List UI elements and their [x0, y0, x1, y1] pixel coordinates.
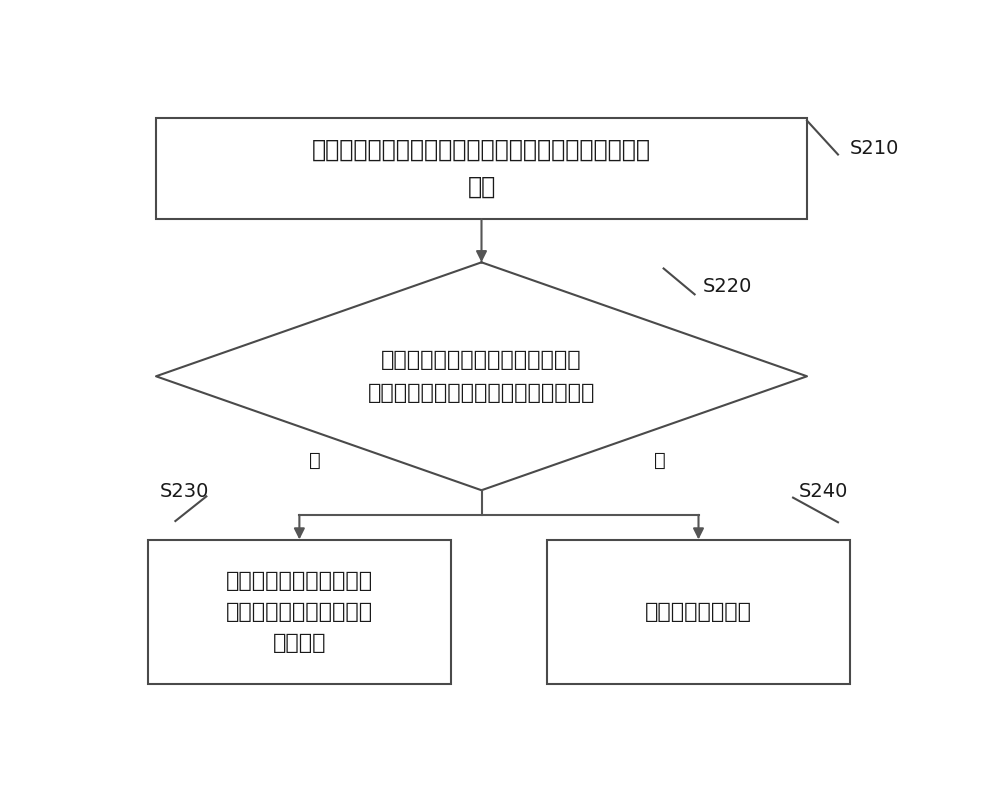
Text: 是: 是 [309, 451, 321, 470]
Text: S210: S210 [850, 139, 899, 158]
Text: S230: S230 [160, 482, 209, 501]
Text: S220: S220 [702, 278, 752, 297]
Text: 判断所述第一连续预定数量帧数的
中间帧显影图像的灰度值是否为最大值: 判断所述第一连续预定数量帧数的 中间帧显影图像的灰度值是否为最大值 [368, 350, 595, 402]
Text: 确定预设标定点为显影高
峰，生成显影高峰的第一
提示信息: 确定预设标定点为显影高 峰，生成显影高峰的第一 提示信息 [226, 570, 373, 653]
Text: 否: 否 [654, 451, 666, 470]
Text: S240: S240 [799, 482, 849, 501]
Text: 计算第一连续预定数量帧数中每帧造影剂显影图像的灰
度值: 计算第一连续预定数量帧数中每帧造影剂显影图像的灰 度值 [312, 138, 651, 199]
Bar [148, 539, 450, 684]
Bar [156, 118, 807, 219]
Bar [547, 539, 850, 684]
Text: 判定不是显影高峰: 判定不是显影高峰 [645, 602, 752, 622]
